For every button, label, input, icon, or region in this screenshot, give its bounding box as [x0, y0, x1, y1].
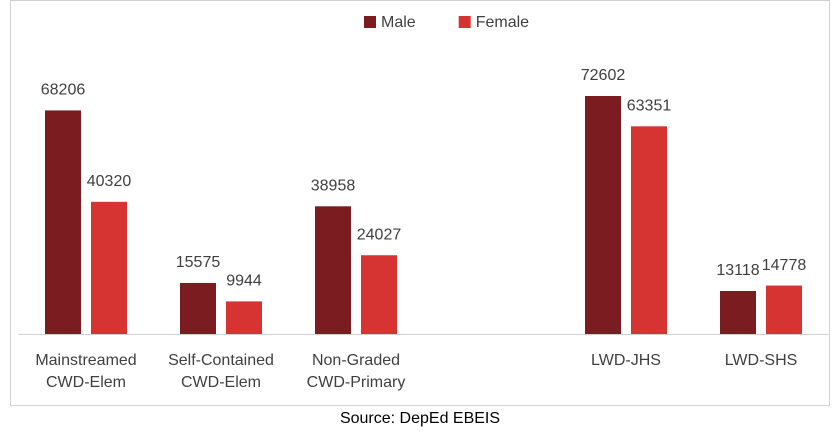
x-tick-label: Self-Contained CWD-Elem: [168, 352, 274, 391]
legend-label: Female: [476, 14, 529, 31]
x-tick-label: Mainstreamed CWD-Elem: [35, 352, 137, 391]
value-label: 40320: [87, 173, 132, 190]
bar: [631, 126, 667, 334]
bar: [315, 206, 351, 334]
bar: [180, 282, 216, 334]
bar: [45, 110, 81, 334]
bar: [226, 301, 262, 334]
bar: [585, 96, 621, 334]
value-label: 24027: [357, 226, 402, 243]
x-tick-label: Non-Graded CWD-Primary: [306, 352, 406, 391]
chart-border: [10, 0, 830, 406]
x-tick-label: LWD-SHS: [724, 352, 798, 369]
bar: [91, 201, 127, 334]
bar: [766, 285, 802, 334]
value-label: 13118: [716, 262, 759, 279]
value-label: 63351: [627, 98, 672, 115]
legend-label: Male: [381, 14, 416, 31]
legend-swatch: [458, 16, 471, 28]
source-note: Source: DepEd EBEIS: [340, 410, 500, 427]
value-label: 14778: [762, 257, 807, 274]
legend-swatch: [364, 16, 376, 28]
value-label: 68206: [41, 82, 86, 99]
value-label: 38958: [311, 178, 356, 195]
x-tick-label: LWD-JHS: [591, 352, 661, 369]
bar: [361, 255, 397, 334]
value-label: 72602: [581, 67, 626, 84]
value-label: 15575: [176, 254, 221, 271]
bar: [720, 290, 756, 334]
value-label: 9944: [226, 273, 262, 290]
